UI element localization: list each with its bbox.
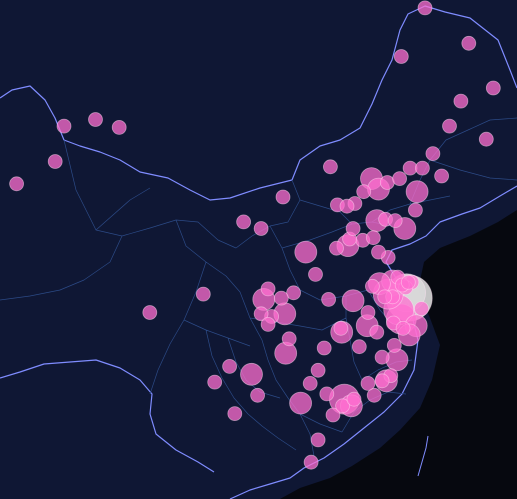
city-bubble[interactable] bbox=[316, 340, 332, 356]
city-bubble[interactable] bbox=[329, 240, 344, 256]
city-bubble[interactable] bbox=[453, 93, 469, 109]
city-bubble[interactable] bbox=[236, 214, 252, 230]
city-bubble[interactable] bbox=[386, 337, 402, 353]
city-bubble[interactable] bbox=[392, 171, 408, 187]
city-bubble[interactable] bbox=[461, 35, 477, 51]
city-bubble[interactable] bbox=[275, 189, 291, 205]
city-bubble[interactable] bbox=[321, 291, 337, 307]
bubble-layer bbox=[9, 0, 501, 470]
city-bubble[interactable] bbox=[478, 131, 494, 147]
city-bubble[interactable] bbox=[281, 331, 297, 347]
city-bubble[interactable] bbox=[222, 358, 238, 374]
city-bubble[interactable] bbox=[260, 281, 276, 297]
taiwan-outline bbox=[417, 435, 429, 477]
city-bubble[interactable] bbox=[289, 391, 313, 415]
city-bubble[interactable] bbox=[302, 375, 318, 391]
city-bubble[interactable] bbox=[240, 362, 263, 386]
city-bubble[interactable] bbox=[310, 362, 326, 378]
city-bubble[interactable] bbox=[360, 305, 376, 320]
city-bubble[interactable] bbox=[369, 324, 385, 340]
city-bubble[interactable] bbox=[339, 198, 355, 214]
city-bubble[interactable] bbox=[227, 406, 243, 422]
city-bubble[interactable] bbox=[393, 49, 409, 64]
city-bubble[interactable] bbox=[9, 176, 25, 192]
city-bubble[interactable] bbox=[341, 289, 365, 313]
city-bubble[interactable] bbox=[253, 306, 269, 322]
city-bubble[interactable] bbox=[434, 168, 450, 184]
city-bubble[interactable] bbox=[346, 391, 362, 407]
city-bubble[interactable] bbox=[207, 374, 223, 390]
city-bubble[interactable] bbox=[365, 230, 381, 246]
city-bubble[interactable] bbox=[260, 316, 276, 332]
city-bubble[interactable] bbox=[374, 349, 390, 365]
city-bubble[interactable] bbox=[374, 373, 390, 389]
city-bubble[interactable] bbox=[366, 387, 382, 403]
city-bubble[interactable] bbox=[371, 244, 386, 260]
city-bubble[interactable] bbox=[360, 375, 376, 391]
city-bubble[interactable] bbox=[407, 202, 423, 218]
city-bubble[interactable] bbox=[414, 301, 429, 317]
city-bubble[interactable] bbox=[333, 320, 349, 336]
southwest-border bbox=[0, 359, 215, 473]
sea-area bbox=[280, 210, 517, 499]
city-bubble[interactable] bbox=[400, 274, 416, 290]
city-bubble[interactable] bbox=[379, 175, 395, 190]
city-bubble[interactable] bbox=[442, 118, 457, 134]
city-bubble[interactable] bbox=[56, 118, 72, 134]
city-bubble[interactable] bbox=[273, 290, 289, 306]
city-bubble[interactable] bbox=[414, 160, 430, 176]
city-bubble[interactable] bbox=[195, 286, 211, 302]
city-bubble[interactable] bbox=[335, 398, 351, 414]
city-bubble[interactable] bbox=[395, 320, 411, 336]
city-bubble[interactable] bbox=[387, 213, 403, 229]
city-bubble[interactable] bbox=[417, 0, 433, 16]
city-bubble[interactable] bbox=[319, 386, 335, 402]
city-bubble[interactable] bbox=[425, 146, 441, 162]
city-bubble[interactable] bbox=[253, 221, 269, 236]
city-bubble[interactable] bbox=[325, 407, 341, 423]
city-bubble[interactable] bbox=[88, 112, 103, 127]
city-bubble[interactable] bbox=[308, 266, 323, 282]
city-bubble[interactable] bbox=[142, 305, 158, 320]
city-bubble[interactable] bbox=[377, 289, 393, 305]
city-bubble[interactable] bbox=[286, 285, 302, 301]
city-bubble[interactable] bbox=[405, 180, 429, 204]
city-bubble[interactable] bbox=[274, 341, 298, 365]
city-bubble[interactable] bbox=[351, 339, 367, 355]
city-bubble[interactable] bbox=[364, 278, 380, 294]
city-bubble[interactable] bbox=[294, 240, 318, 264]
city-bubble[interactable] bbox=[322, 159, 338, 175]
city-bubble[interactable] bbox=[356, 184, 372, 200]
city-bubble[interactable] bbox=[485, 80, 501, 96]
city-bubble[interactable] bbox=[303, 454, 319, 470]
city-bubble[interactable] bbox=[111, 120, 127, 135]
city-bubble[interactable] bbox=[310, 432, 326, 448]
city-bubble[interactable] bbox=[250, 387, 266, 403]
city-bubble[interactable] bbox=[345, 221, 361, 236]
city-bubble[interactable] bbox=[47, 154, 63, 169]
